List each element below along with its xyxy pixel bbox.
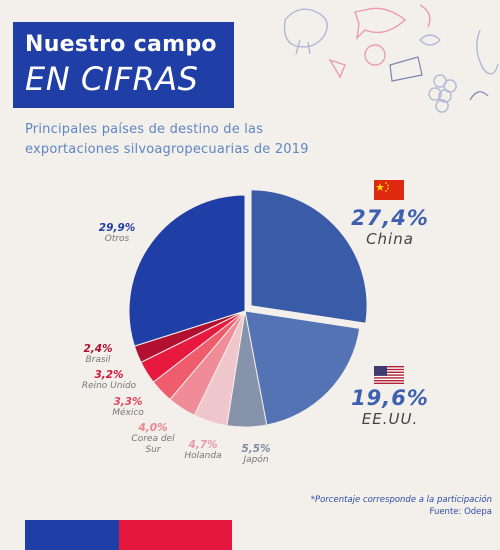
mexico-value: 3,3%: [113, 396, 143, 408]
bottom-bar-blue: [25, 520, 119, 550]
footnote: *Porcentaje corresponde a la participaci…: [311, 494, 492, 518]
holanda-value: 4,7%: [188, 439, 218, 451]
usa-value: 19,6%: [351, 386, 429, 410]
salmon-illustration-icon: [354, 7, 407, 40]
holanda-name: Holanda: [184, 451, 222, 461]
corea-value: 4,0%: [138, 422, 168, 434]
cheese-illustration-icon: [389, 56, 423, 82]
pie-slice-ee-uu-: [244, 310, 361, 426]
label-mexico: 3,3% México: [106, 396, 150, 419]
title-line-2: EN CIFRAS: [25, 60, 199, 98]
usa-name: EE.UU.: [361, 410, 419, 428]
usa-flag-icon: [374, 366, 404, 384]
bird-illustration-icon: [283, 8, 328, 48]
corea-name-line1: Corea del: [131, 434, 175, 444]
japon-value: 5,5%: [241, 443, 271, 455]
brasil-name: Brasil: [85, 355, 111, 365]
otros-name: Otros: [104, 234, 130, 244]
label-brasil: 2,4% Brasil: [78, 343, 118, 366]
grapes-illustration-icon: [428, 74, 457, 113]
reino-name: Reino Unido: [81, 381, 137, 391]
title-line-1: Nuestro campo: [25, 32, 217, 57]
title-box: Nuestro campo EN CIFRAS: [13, 22, 234, 108]
pie-slice-otros: [128, 194, 246, 347]
china-value: 27,4%: [351, 206, 429, 230]
pie-slice-china: [250, 189, 368, 324]
label-usa: 19,6% EE.UU.: [350, 386, 430, 428]
label-china: 27,4% China: [350, 206, 430, 248]
china-name: China: [366, 230, 414, 248]
label-otros: 29,9% Otros: [92, 222, 142, 245]
label-corea: 4,0% Corea del Sur: [126, 422, 180, 456]
japon-name: Japón: [243, 455, 269, 465]
mexico-name: México: [112, 408, 144, 418]
china-flag-icon: [374, 180, 404, 200]
otros-value: 29,9%: [98, 222, 136, 234]
brasil-value: 2,4%: [83, 343, 113, 355]
footnote-source: Fuente: Odepa: [429, 507, 492, 517]
label-reino-unido: 3,2% Reino Unido: [74, 369, 144, 392]
chart-title: Principales países de destino de las exp…: [25, 122, 309, 157]
label-holanda: 4,7% Holanda: [180, 439, 226, 462]
footnote-note: *Porcentaje corresponde a la participaci…: [310, 495, 492, 505]
bottom-bar-red: [119, 520, 232, 550]
corea-name-line2: Sur: [145, 445, 161, 455]
reino-value: 3,2%: [94, 369, 124, 381]
label-japon: 5,5% Japón: [234, 443, 278, 466]
food-illustrations-decoration: [283, 4, 499, 113]
